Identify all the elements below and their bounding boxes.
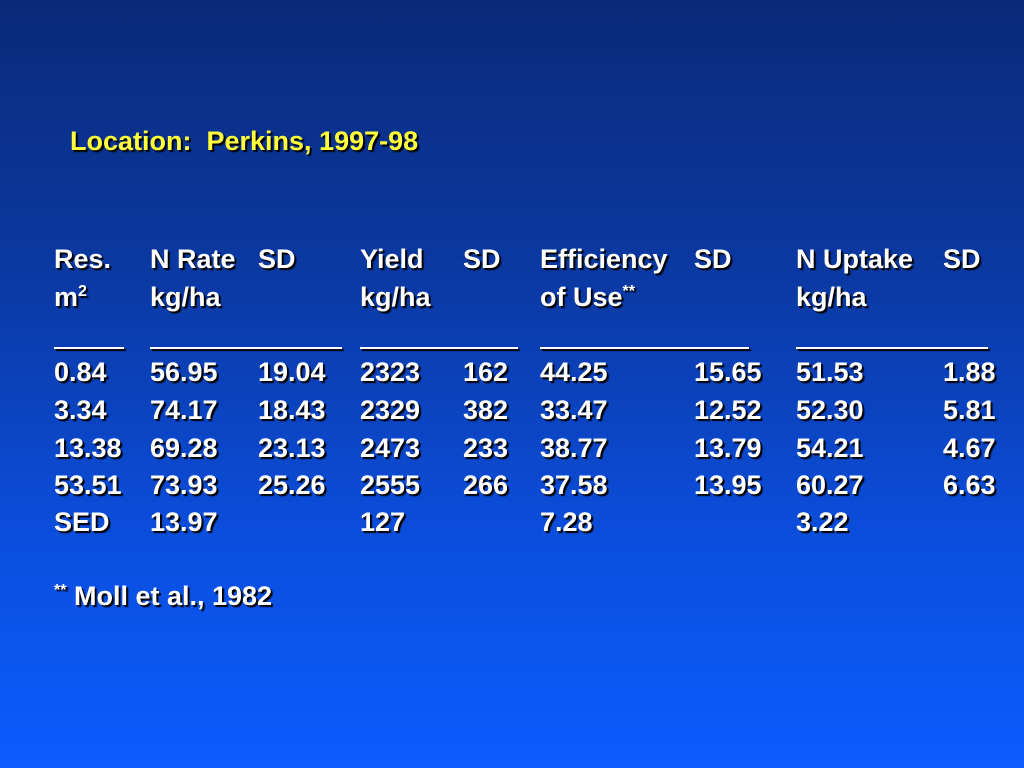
- cell-nrate: 73.93: [150, 470, 218, 500]
- header-sd-nuptake: SD: [943, 244, 981, 274]
- cell-res: 3.34: [54, 395, 107, 425]
- cell-yield: 2473: [360, 433, 421, 463]
- footnote: ** Moll et al., 1982: [54, 583, 272, 610]
- cell-res: 53.51: [54, 470, 122, 500]
- cell-nuptake: 54.21: [796, 433, 864, 463]
- cell-yield: 2323: [360, 357, 421, 387]
- cell-sd-yield: 266: [463, 470, 509, 500]
- header-efficiency-unit-base: of Use: [540, 282, 623, 312]
- cell-sd-nuptake: 1.88: [943, 357, 996, 387]
- cell-yield: 127: [360, 507, 406, 537]
- header-yield: Yield: [360, 244, 424, 274]
- header-sd-efficiency: SD: [694, 244, 732, 274]
- cell-sd-nrate: 25.26: [258, 470, 326, 500]
- header-res-unit: m2: [54, 284, 87, 311]
- cell-nuptake: 52.30: [796, 395, 864, 425]
- header-rule-nrate: [150, 347, 342, 349]
- header-nrate: N Rate: [150, 244, 236, 274]
- header-yield-unit: kg/ha: [360, 282, 431, 312]
- cell-yield: 2329: [360, 395, 421, 425]
- footnote-marker: **: [54, 582, 67, 599]
- cell-res: 13.38: [54, 433, 122, 463]
- header-sd-yield: SD: [463, 244, 501, 274]
- cell-nuptake: 3.22: [796, 507, 849, 537]
- cell-efficiency: 7.28: [540, 507, 593, 537]
- header-efficiency: Efficiency: [540, 244, 668, 274]
- cell-efficiency: 44.25: [540, 357, 608, 387]
- cell-sd-nrate: 18.43: [258, 395, 326, 425]
- cell-sd-nuptake: 6.63: [943, 470, 996, 500]
- header-nuptake-unit: kg/ha: [796, 282, 867, 312]
- cell-sd-efficiency: 13.79: [694, 433, 762, 463]
- cell-sd-efficiency: 15.65: [694, 357, 762, 387]
- footnote-text: Moll et al., 1982: [66, 581, 273, 611]
- header-res-unit-base: m: [54, 282, 79, 312]
- cell-sd-nrate: 23.13: [258, 433, 326, 463]
- header-res: Res.: [54, 244, 112, 274]
- cell-sd-nuptake: 4.67: [943, 433, 996, 463]
- cell-efficiency: 33.47: [540, 395, 608, 425]
- cell-yield: 2555: [360, 470, 421, 500]
- cell-res: 0.84: [54, 357, 107, 387]
- header-nrate-unit: kg/ha: [150, 282, 221, 312]
- header-sd-nrate: SD: [258, 244, 296, 274]
- cell-sd-nrate: 19.04: [258, 357, 326, 387]
- cell-nrate: 13.97: [150, 507, 218, 537]
- cell-efficiency: 37.58: [540, 470, 608, 500]
- header-rule-yield: [360, 347, 518, 349]
- header-nuptake: N Uptake: [796, 244, 914, 274]
- cell-nrate: 56.95: [150, 357, 218, 387]
- header-rule-efficiency: [540, 347, 749, 349]
- cell-sd-efficiency: 12.52: [694, 395, 762, 425]
- cell-sd-yield: 233: [463, 433, 509, 463]
- cell-nrate: 69.28: [150, 433, 218, 463]
- cell-sd-nuptake: 5.81: [943, 395, 996, 425]
- cell-sd-yield: 162: [463, 357, 509, 387]
- cell-sd-efficiency: 13.95: [694, 470, 762, 500]
- cell-efficiency: 38.77: [540, 433, 608, 463]
- cell-sd-yield: 382: [463, 395, 509, 425]
- header-efficiency-unit-sup: **: [622, 283, 635, 300]
- header-res-unit-sup: 2: [78, 283, 87, 300]
- header-efficiency-unit: of Use**: [540, 284, 635, 311]
- header-rule-nuptake: [796, 347, 988, 349]
- cell-nrate: 74.17: [150, 395, 218, 425]
- slide-title: Location: Perkins, 1997-98: [70, 126, 419, 156]
- cell-nuptake: 60.27: [796, 470, 864, 500]
- header-rule-res: [54, 347, 124, 349]
- cell-res: SED: [54, 507, 110, 537]
- cell-nuptake: 51.53: [796, 357, 864, 387]
